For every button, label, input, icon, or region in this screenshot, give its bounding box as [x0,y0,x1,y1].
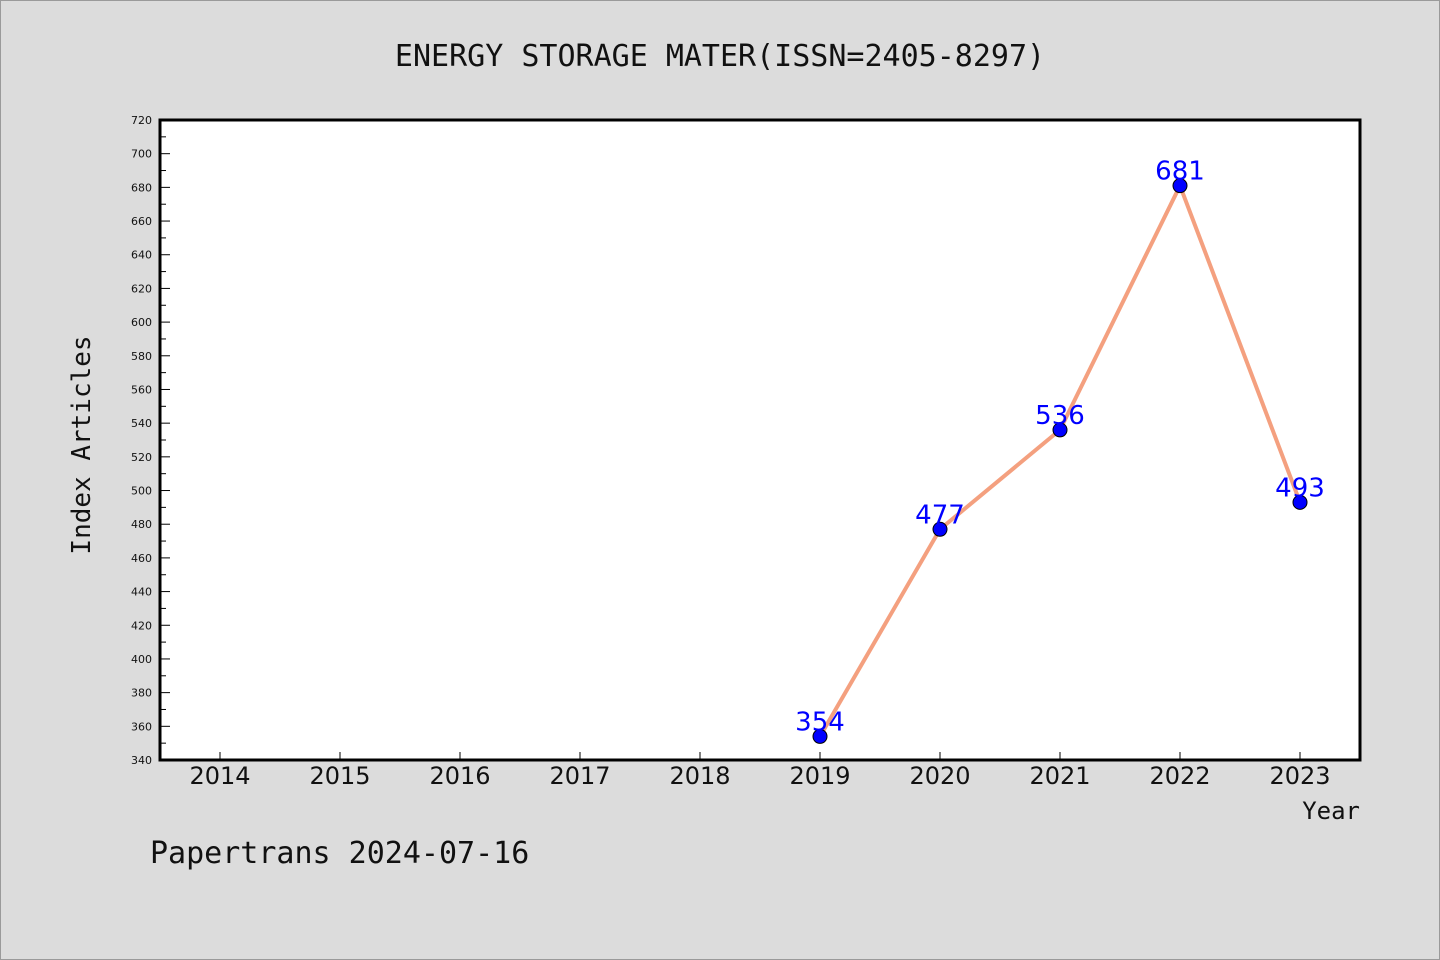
data-label-2019: 354 [795,707,845,737]
y-tick-label: 520 [131,451,152,464]
x-tick-label: 2016 [429,762,490,790]
y-tick-label: 360 [131,720,152,733]
y-tick-label: 700 [131,148,152,161]
y-tick-label: 600 [131,316,152,329]
y-tick-label: 380 [131,687,152,700]
data-point-2022 [1172,178,1188,194]
data-point-2019 [812,728,828,744]
x-tick-label: 2017 [549,762,610,790]
x-tick-label: 2022 [1149,762,1210,790]
data-label-2023: 493 [1275,473,1325,503]
y-tick-label: 340 [131,754,152,767]
y-tick-label: 620 [131,282,152,295]
y-tick-label: 580 [131,350,152,363]
plot-area [158,118,1362,762]
x-axis-title: Year [1302,797,1360,825]
y-tick-label: 420 [131,619,152,632]
data-point-2021 [1052,422,1068,438]
y-tick-label: 660 [131,215,152,228]
y-tick-label: 400 [131,653,152,666]
y-tick-label: 640 [131,249,152,262]
y-tick-label: 680 [131,181,152,194]
x-axis-ticks: 2014 2015 2016 2017 2018 2019 2020 2021 2022 2023 [189,752,1331,790]
data-point-2020 [932,521,948,537]
y-tick-label: 560 [131,383,152,396]
y-tick-label: 440 [131,586,152,599]
y-tick-label: 540 [131,417,152,430]
y-tick-label: 480 [131,518,152,531]
x-tick-label: 2023 [1269,762,1330,790]
x-tick-label: 2019 [789,762,850,790]
x-tick-label: 2021 [1029,762,1090,790]
y-tick-label: 460 [131,552,152,565]
chart-title: ENERGY STORAGE MATER(ISSN=2405-8297) [395,39,1045,74]
footer-credit: Papertrans 2024-07-16 [150,836,529,871]
data-label-2022: 681 [1155,157,1205,187]
x-tick-label: 2015 [309,762,370,790]
data-point-2023 [1292,494,1308,510]
y-axis-title: Index Articles [67,335,97,554]
y-axis-ticks: 340 360 380 400 420 440 460 480 500 520 540 560 580 6… [131,114,170,767]
y-tick-label: 500 [131,485,152,498]
data-label-2021: 536 [1035,401,1085,431]
y-tick-label: 720 [131,114,152,127]
x-tick-label: 2014 [189,762,250,790]
x-tick-label: 2018 [669,762,730,790]
data-label-2020: 477 [915,500,965,530]
series-layer: 354 477 536 681 493 [795,157,1325,744]
x-tick-label: 2020 [909,762,970,790]
